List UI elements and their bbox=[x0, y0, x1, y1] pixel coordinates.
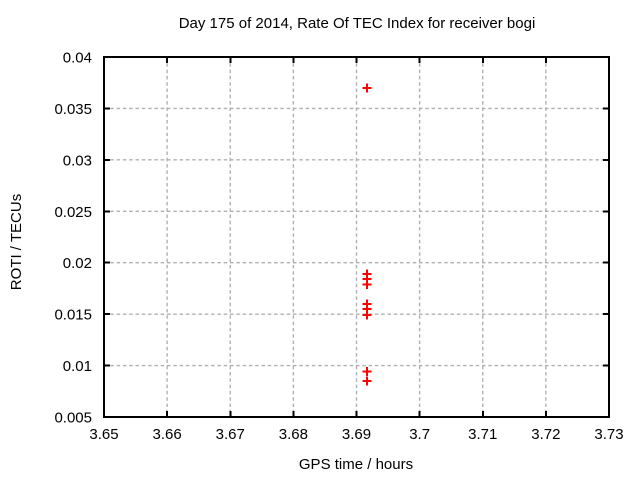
x-tick-label: 3.71 bbox=[468, 426, 497, 443]
x-tick-label: 3.65 bbox=[89, 426, 118, 443]
y-axis-label: ROTI / TECUs bbox=[8, 194, 25, 290]
plot-render-layer: 3.65 3.66 3.67 3.68 3.69 3.7 3.71 3.72 3.73 0.005… bbox=[54, 50, 623, 444]
y-tick-label: 0.005 bbox=[54, 410, 92, 427]
x-gridlines bbox=[166, 57, 547, 417]
y-tick-label: 0.035 bbox=[54, 101, 92, 118]
y-tick-label: 0.01 bbox=[63, 358, 92, 375]
y-tick-label: 0.04 bbox=[63, 50, 92, 67]
x-tick-label: 3.68 bbox=[279, 426, 308, 443]
x-tick-label: 3.67 bbox=[216, 426, 245, 443]
data-point-plus-marker bbox=[362, 83, 372, 93]
x-tick-label: 3.72 bbox=[531, 426, 560, 443]
x-tick-label: 3.69 bbox=[342, 426, 371, 443]
chart-title: Day 175 of 2014, Rate Of TEC Index for r… bbox=[179, 15, 536, 32]
data-point-plus-marker bbox=[362, 310, 372, 320]
data-point-plus-marker bbox=[362, 376, 372, 386]
y-gridlines bbox=[104, 107, 609, 367]
plot-border bbox=[103, 56, 610, 418]
y-tick-label: 0.03 bbox=[63, 152, 92, 169]
y-tick-label: 0.02 bbox=[63, 255, 92, 272]
y-tick-label: 0.025 bbox=[54, 204, 92, 221]
data-points bbox=[362, 83, 372, 386]
x-tick-label: 3.66 bbox=[153, 426, 182, 443]
y-tick-label: 0.015 bbox=[54, 307, 92, 324]
x-tick-labels: 3.65 3.66 3.67 3.68 3.69 3.7 3.71 3.72 3.73 bbox=[89, 426, 623, 443]
y-tick-labels: 0.005 0.01 0.015 0.02 0.025 0.03 0.035 0.04 bbox=[54, 50, 92, 427]
x-tick-label: 3.73 bbox=[594, 426, 623, 443]
tick-marks bbox=[103, 56, 610, 418]
data-point-plus-marker bbox=[362, 367, 372, 377]
x-axis-label: GPS time / hours bbox=[299, 456, 413, 473]
data-point-plus-marker bbox=[362, 279, 372, 289]
x-tick-label: 3.7 bbox=[409, 426, 430, 443]
